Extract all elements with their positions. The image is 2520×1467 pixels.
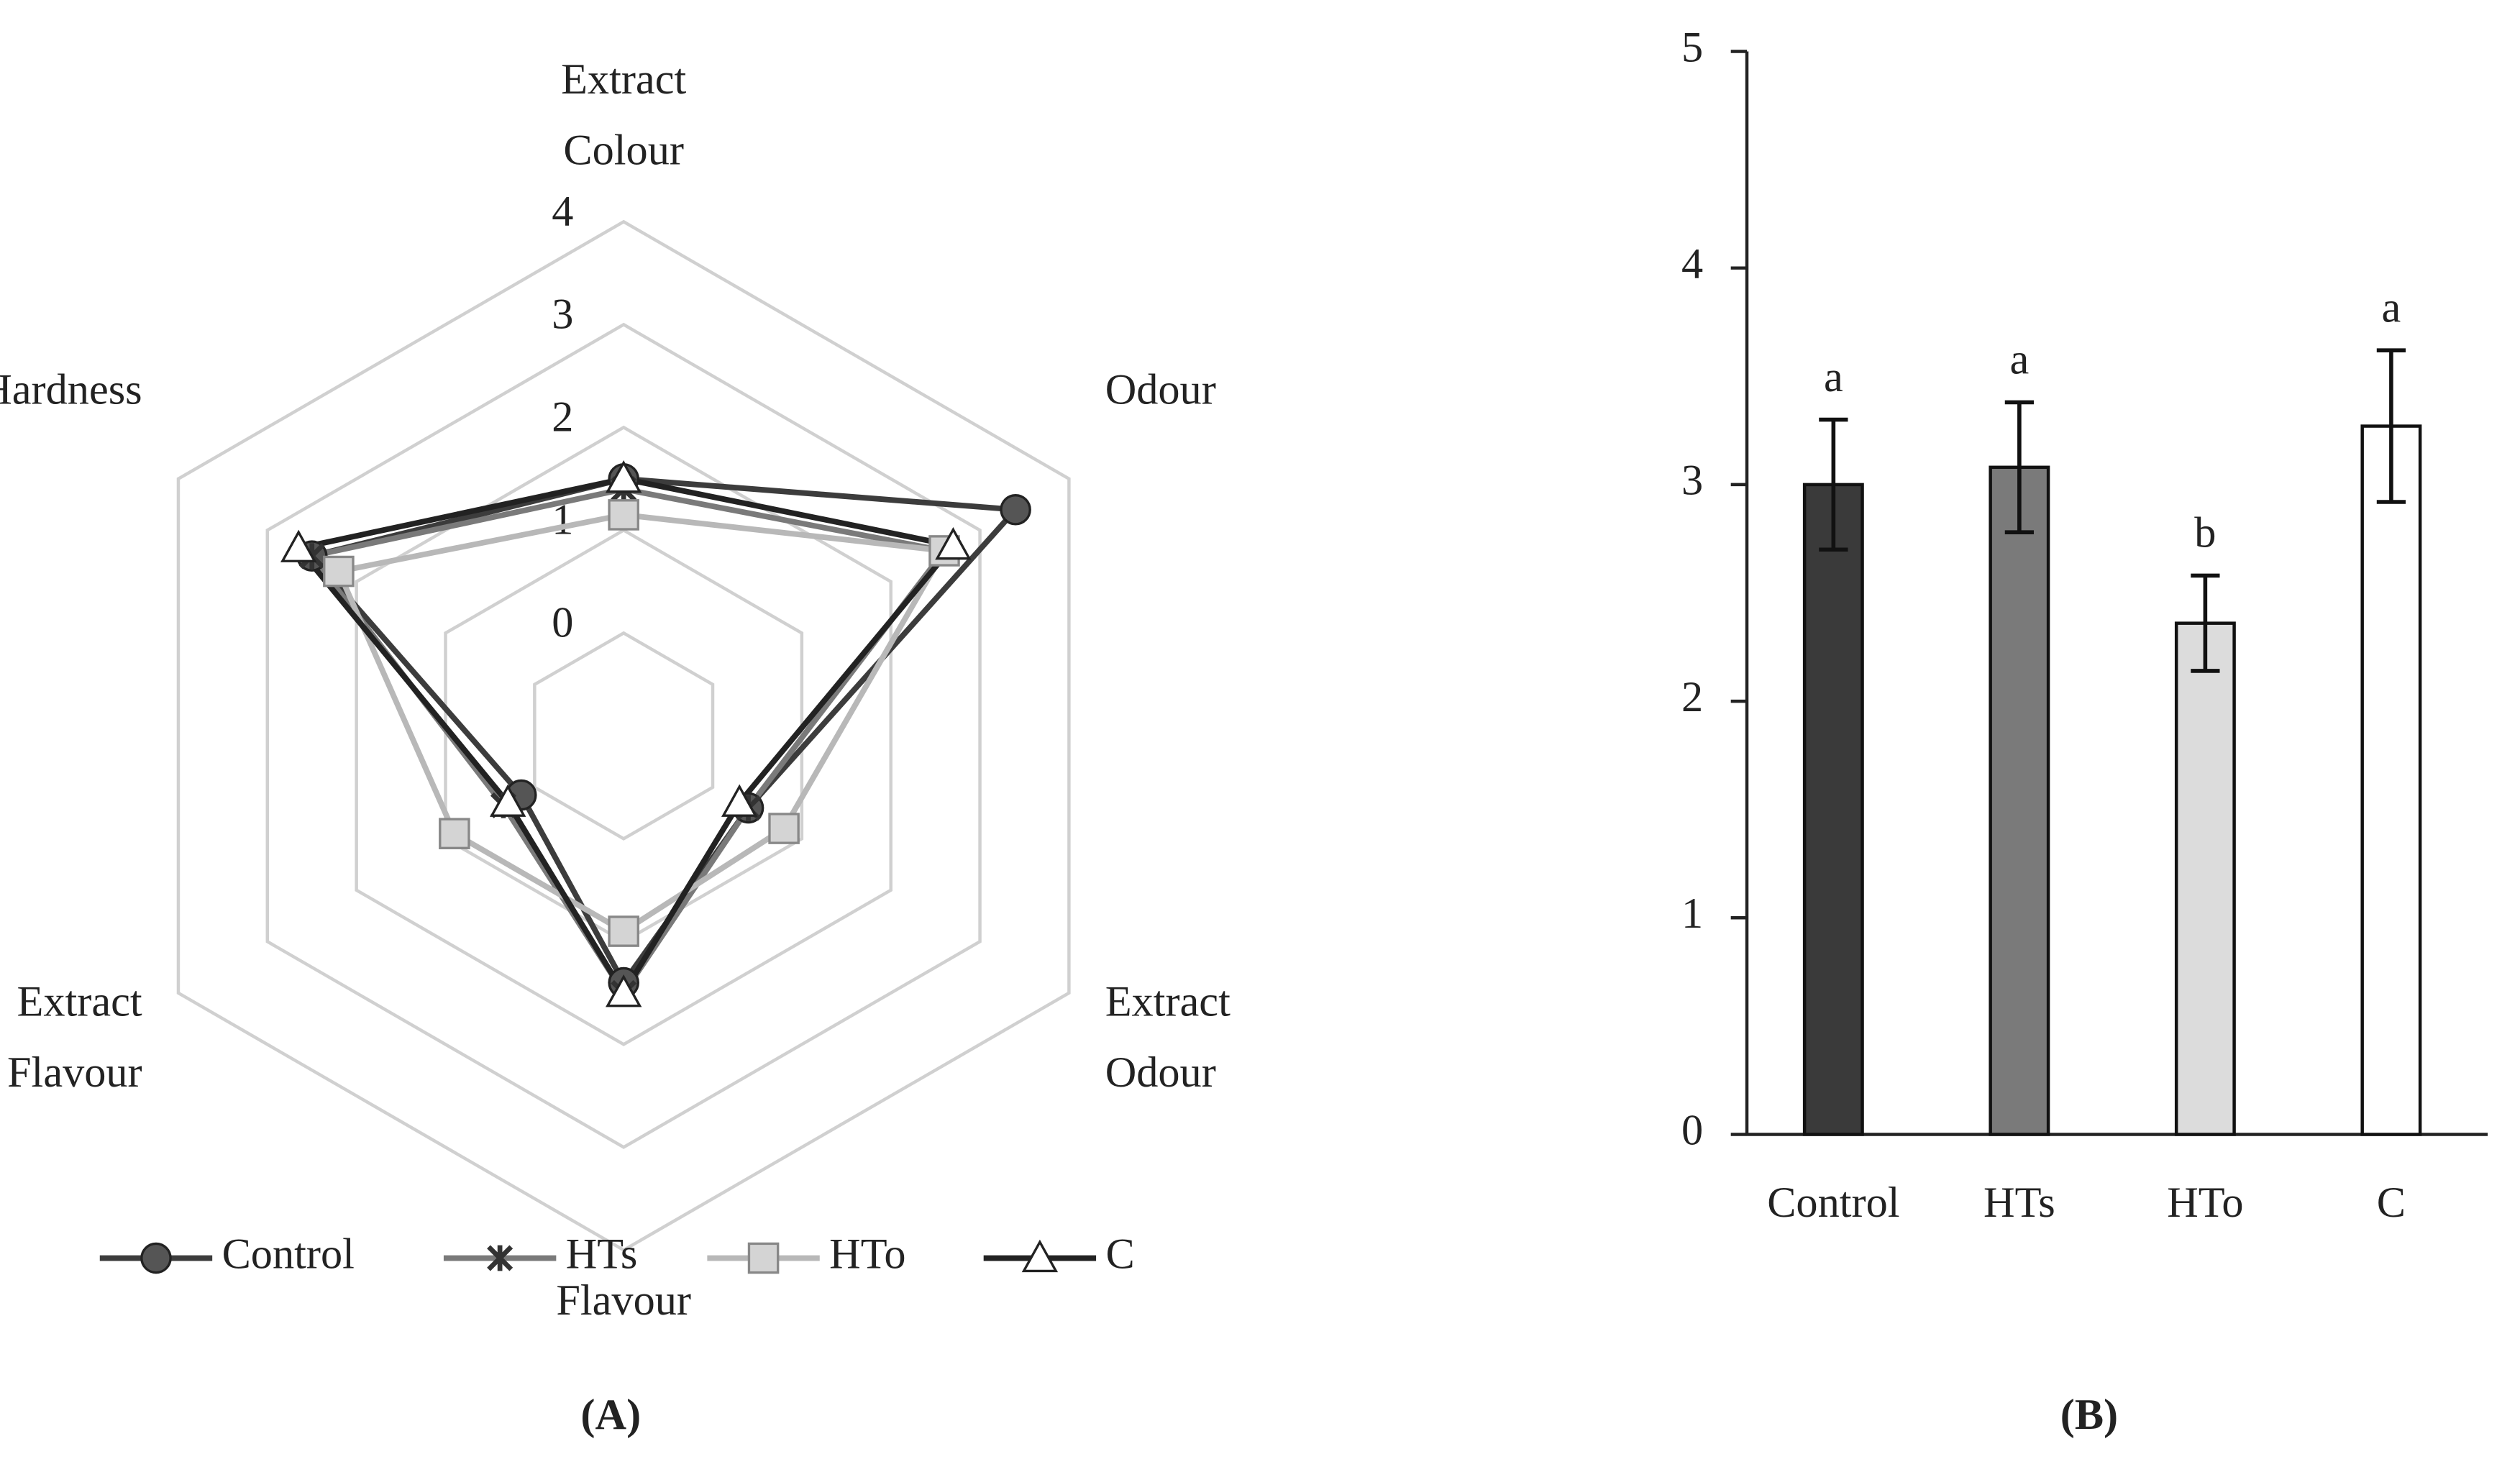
error-bar <box>2376 348 2406 504</box>
r-tick-label: 3 <box>552 290 573 338</box>
marker <box>280 529 317 562</box>
marker <box>608 499 639 531</box>
grid-ring <box>176 219 1071 1252</box>
axis-label-line: Colour <box>563 126 684 174</box>
bar <box>1989 465 2050 1136</box>
marker <box>605 460 642 493</box>
grid-ring <box>355 425 892 1046</box>
grid-ring <box>265 322 982 1149</box>
axis-label: Hardness <box>0 365 142 413</box>
axis-label: Extract Colour <box>561 55 686 174</box>
panel-label: (A) <box>580 1391 641 1439</box>
legend-label: HTo <box>829 1230 905 1278</box>
marker <box>935 527 972 560</box>
marker <box>721 784 758 817</box>
legend-label: C <box>1105 1230 1134 1278</box>
x-tick-label: C <box>2377 1179 2406 1227</box>
marker <box>605 974 642 1007</box>
axis-label-line: Flavour <box>7 1048 142 1097</box>
error-bar <box>1819 417 1848 552</box>
axis-label: Flavour <box>556 1276 691 1325</box>
axis-label-line: Extract <box>17 978 142 1026</box>
axis-label-line: Odour <box>1105 1048 1216 1097</box>
marker <box>608 915 639 947</box>
y-tick-label: 5 <box>1681 23 1703 71</box>
significance-letter: b <box>2194 509 2216 557</box>
bar <box>2174 621 2236 1136</box>
legend-label: HTs <box>566 1230 638 1278</box>
error-bar <box>2004 400 2034 534</box>
axis-label: Extract Flavour <box>7 978 142 1097</box>
marker <box>1021 1239 1059 1273</box>
r-tick-label: 0 <box>552 598 573 646</box>
grid-ring <box>533 631 715 841</box>
y-tick-label: 2 <box>1681 673 1703 721</box>
x-tick-label: HTo <box>2167 1179 2243 1227</box>
y-tick-label: 3 <box>1681 457 1703 505</box>
y-tick-label: 4 <box>1681 240 1703 288</box>
axis-label-line: Extract <box>1105 978 1231 1026</box>
x-tick-label: Control <box>1767 1179 1899 1227</box>
marker <box>439 818 470 849</box>
axis-label: Odour <box>1105 365 1216 413</box>
significance-letter: a <box>2009 336 2029 384</box>
bar <box>2360 424 2422 1136</box>
marker <box>140 1242 172 1274</box>
marker <box>323 555 355 588</box>
marker <box>487 1245 513 1271</box>
marker <box>489 784 526 817</box>
axis-label-line: Extract <box>561 55 686 104</box>
x-tick-label: HTs <box>1983 1179 2055 1227</box>
bar <box>1802 483 1864 1136</box>
significance-letter: a <box>1824 353 1843 401</box>
y-tick-label: 0 <box>1681 1106 1703 1154</box>
error-bar <box>2191 573 2220 673</box>
marker <box>1000 493 1031 526</box>
panel-label: (B) <box>2060 1391 2118 1439</box>
marker <box>747 1242 780 1274</box>
significance-letter: a <box>2382 283 2401 332</box>
y-tick-label: 1 <box>1681 890 1703 938</box>
r-tick-label: 4 <box>552 187 573 235</box>
grid-ring <box>444 528 804 943</box>
legend-label: Control <box>222 1230 355 1278</box>
axis-label: Extract Odour <box>1105 978 1231 1097</box>
r-tick-label: 2 <box>552 393 573 441</box>
marker <box>768 813 800 844</box>
series-line <box>334 511 949 935</box>
